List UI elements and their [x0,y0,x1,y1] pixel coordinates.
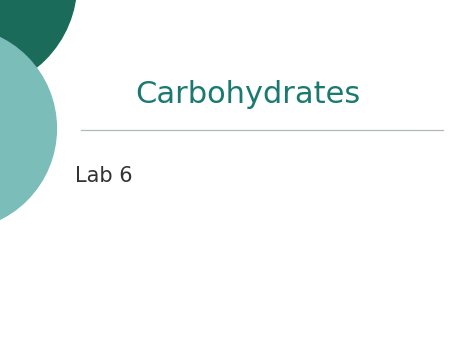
Text: Carbohydrates: Carbohydrates [135,80,360,109]
Ellipse shape [0,27,56,230]
Text: Lab 6: Lab 6 [75,166,132,186]
Ellipse shape [0,0,76,91]
